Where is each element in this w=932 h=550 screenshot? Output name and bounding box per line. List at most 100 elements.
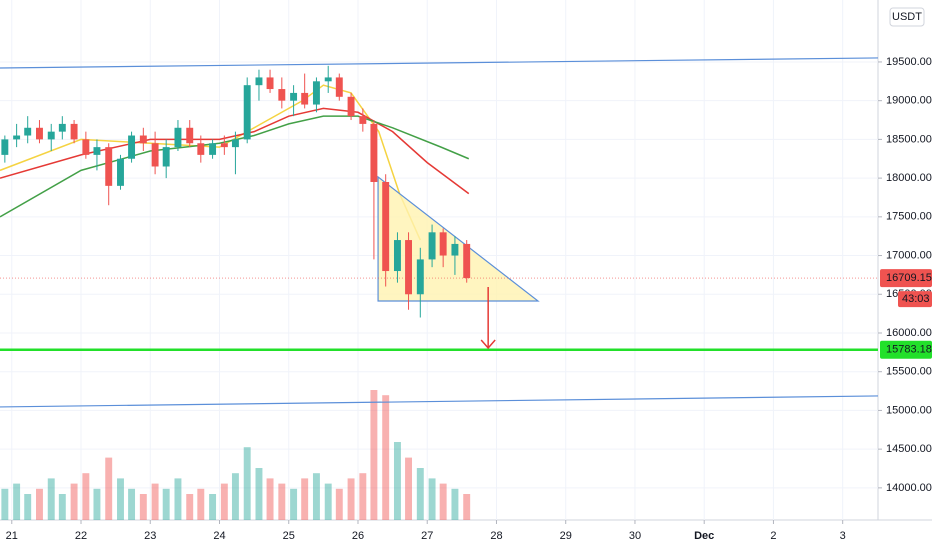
candle-body [416, 259, 424, 295]
volume-bar [117, 478, 124, 520]
volume-bar [186, 494, 194, 520]
candle-body [463, 243, 471, 279]
candle-body [312, 81, 320, 105]
candle-body [93, 147, 101, 155]
volume-bar [255, 468, 263, 520]
x-tick-label: 24 [213, 530, 225, 542]
x-tick-label: 3 [840, 530, 846, 542]
candle-body [58, 123, 66, 132]
volume-bar [151, 483, 159, 520]
volume-bar [347, 478, 355, 520]
volume-bar [93, 488, 101, 520]
candle-body [405, 240, 412, 295]
candle-body [347, 96, 355, 117]
x-tick-label: 22 [75, 530, 87, 542]
volume-bar [278, 483, 286, 520]
x-tick-label: 30 [629, 530, 641, 542]
candle-body [278, 89, 286, 101]
candle-body [335, 77, 343, 97]
x-tick-label: 26 [352, 530, 364, 542]
volume-bar [370, 390, 378, 520]
countdown-label: 43:03 [902, 293, 930, 305]
candle-body [324, 77, 332, 82]
volume-bar [105, 457, 113, 520]
candle-body [209, 143, 217, 155]
moving-average [0, 107, 470, 195]
volume-bar [451, 488, 459, 520]
volume-bar [416, 468, 424, 520]
grid [0, 0, 878, 520]
volume-bar [335, 488, 343, 520]
candle-body [290, 92, 298, 101]
volume-bar [139, 494, 147, 520]
trendline [0, 395, 879, 408]
candle-body [359, 116, 367, 124]
volume-bar [231, 473, 239, 520]
volume-bar [463, 494, 471, 520]
candle-body [301, 92, 309, 105]
volume-bar [324, 483, 332, 520]
candle-body [47, 131, 55, 140]
volume-bar [58, 494, 66, 520]
volume-bar [13, 483, 21, 520]
candle-body [128, 135, 136, 159]
candles [1, 65, 471, 318]
candle-body [382, 181, 390, 272]
x-tick-label: 28 [490, 530, 502, 542]
last-price-box [880, 269, 932, 288]
y-tick-label: 18000.00 [886, 172, 932, 184]
x-tick-label: 23 [144, 530, 156, 542]
candle-body [139, 135, 147, 144]
volume-bar [128, 488, 136, 520]
currency-label: USDT [892, 11, 922, 23]
candle-body [1, 139, 9, 155]
volume-bar [174, 478, 182, 520]
volume-bar [1, 488, 9, 520]
y-tick-label: 15000.00 [886, 404, 932, 416]
volume-bar [301, 478, 309, 520]
y-tick-label: 14500.00 [886, 443, 932, 455]
volume [1, 390, 471, 520]
y-tick-label: 14000.00 [886, 482, 932, 494]
candle-body [428, 232, 436, 260]
candle-body [162, 147, 170, 167]
y-tick-label: 17500.00 [886, 211, 932, 223]
candle-body [174, 127, 182, 148]
volume-bar [36, 488, 43, 520]
candle-body [266, 77, 274, 90]
volume-bar [382, 395, 390, 520]
moving-average [0, 115, 470, 218]
candle-body [117, 158, 124, 186]
y-tick-label: 19000.00 [886, 95, 932, 107]
candle-body [451, 243, 459, 256]
y-tick-label: 16000.00 [886, 327, 932, 339]
volume-bar [439, 483, 447, 520]
volume-bar [243, 447, 251, 520]
volume-bar [197, 488, 205, 520]
candle-body [36, 127, 43, 140]
volume-bar [266, 478, 274, 520]
volume-bar [428, 478, 436, 520]
x-tick-label: Dec [694, 530, 714, 542]
x-tick-label: 27 [421, 530, 433, 542]
volume-bar [290, 488, 298, 520]
x-tick-label: 25 [283, 530, 295, 542]
candle-body [439, 232, 447, 256]
candle-body [151, 143, 159, 167]
volume-bar [359, 473, 367, 520]
x-tick-label: 2 [770, 530, 776, 542]
candle-body [220, 143, 228, 148]
y-tick-label: 15500.00 [886, 366, 932, 378]
volume-bar [220, 483, 228, 520]
candle-body [255, 77, 263, 86]
volume-bar [405, 457, 412, 520]
countdown-box [898, 291, 932, 308]
y-tick-label: 19500.00 [886, 56, 932, 68]
arrow-head [480, 339, 496, 350]
candle-body [370, 123, 378, 182]
candle-body [186, 127, 194, 144]
y-tick-label: 17000.00 [886, 249, 932, 261]
candle-body [231, 139, 239, 148]
candle-body [82, 139, 90, 155]
axes: 14000.00 14500.00 15000.00 15500.00 16000.00… [6, 7, 932, 542]
